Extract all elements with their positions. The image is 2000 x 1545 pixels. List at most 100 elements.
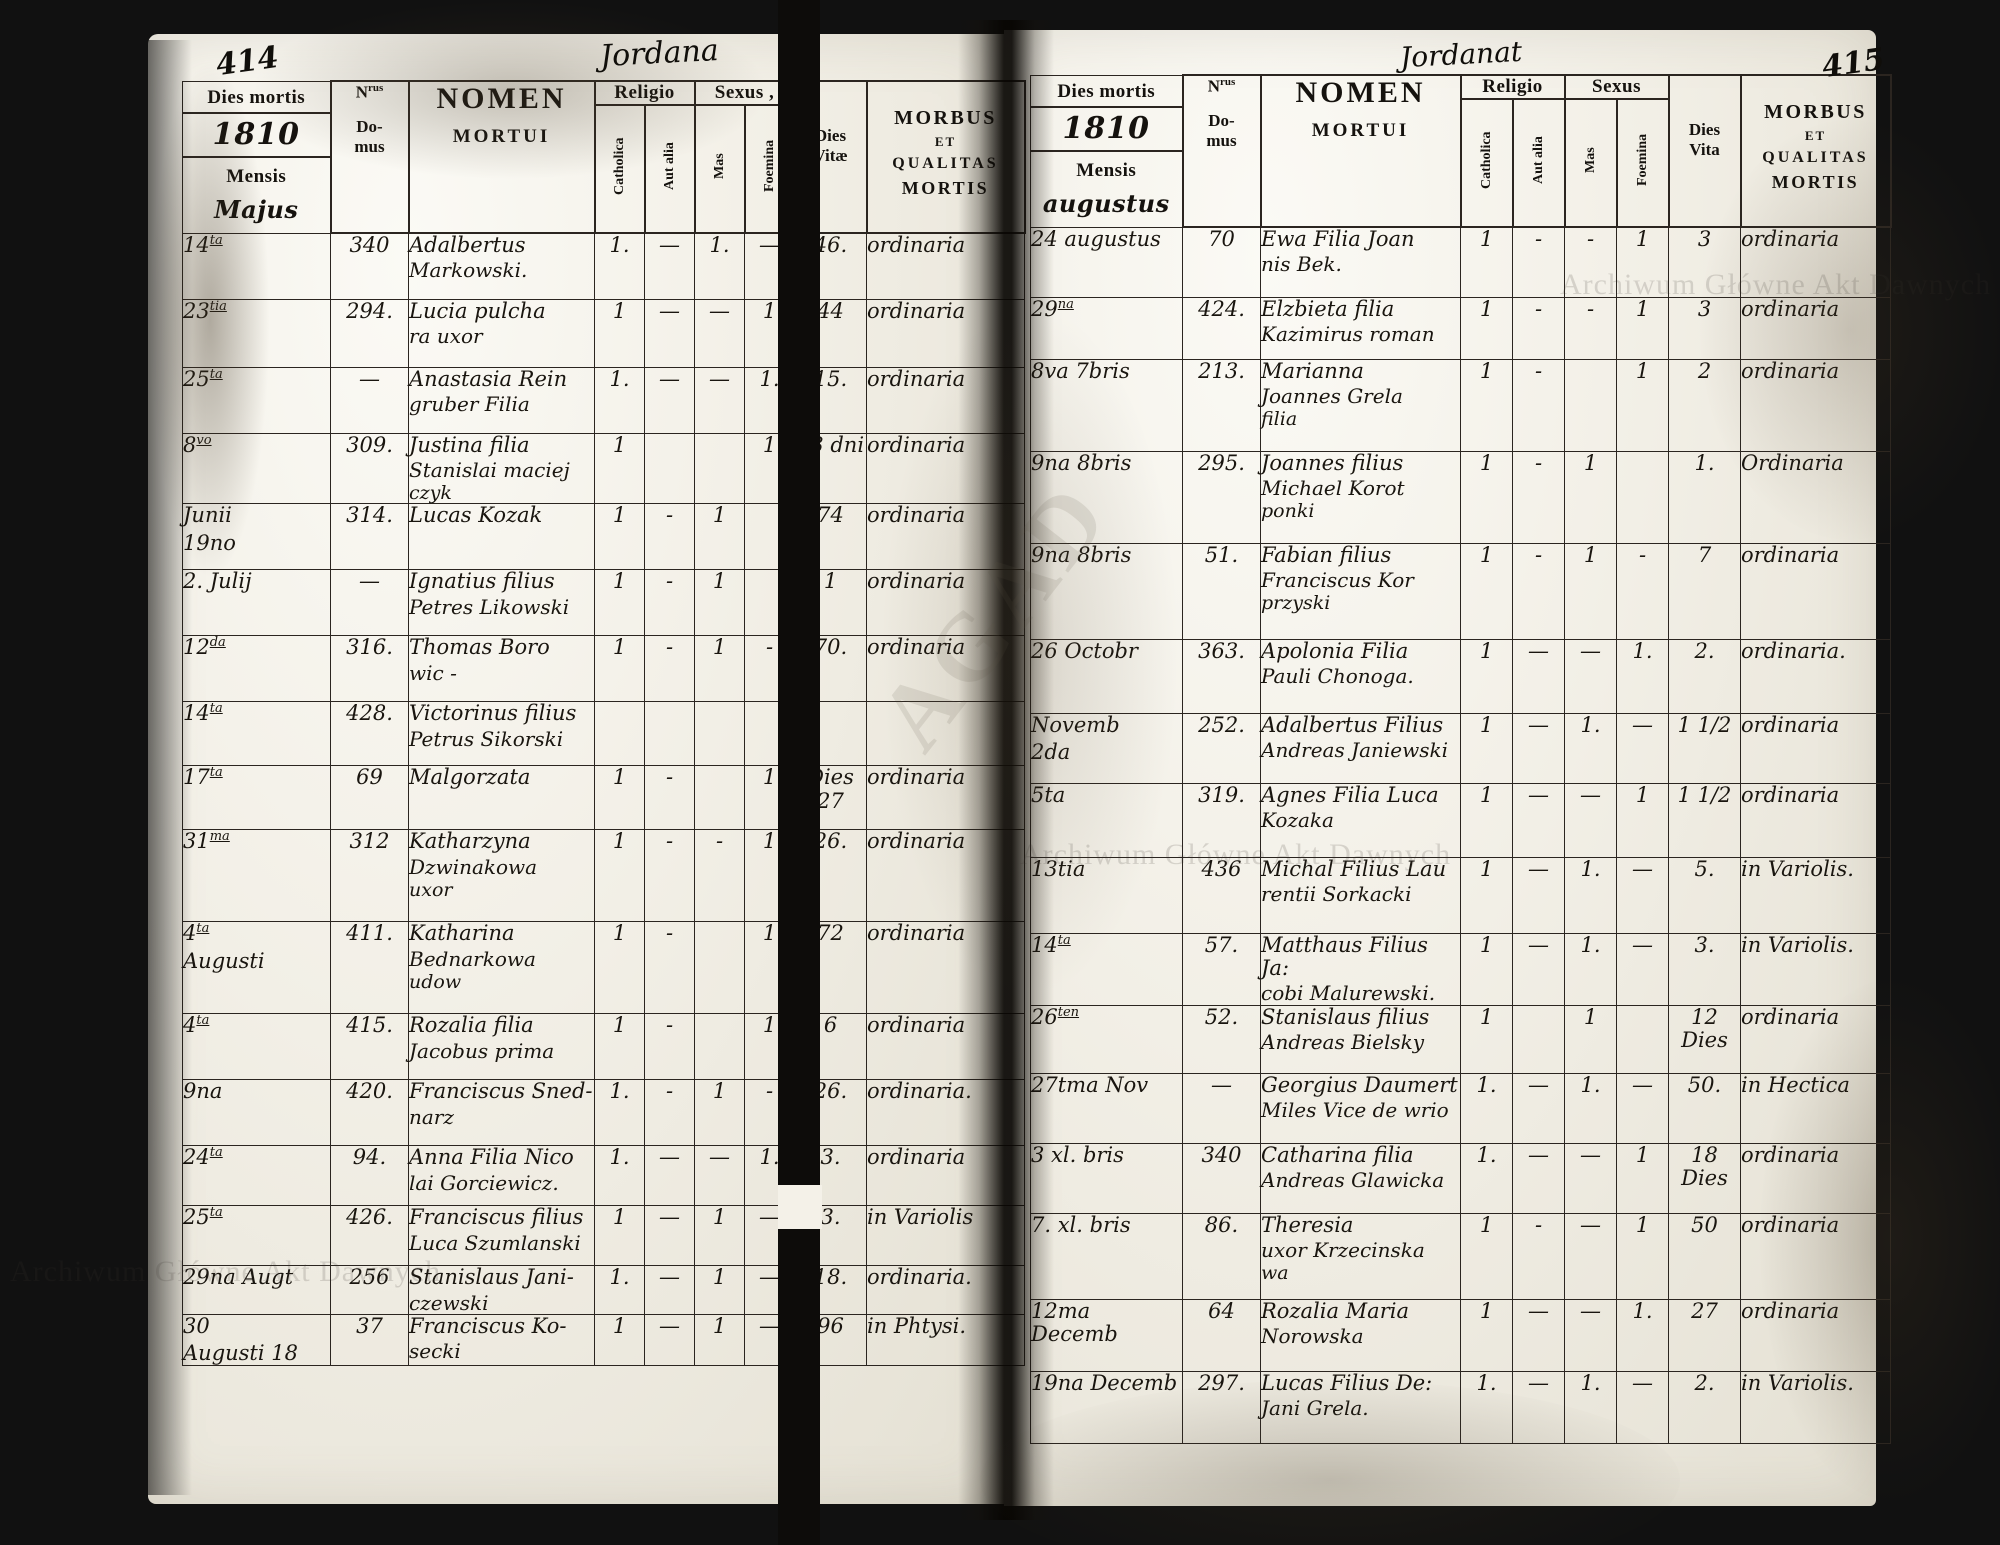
cell-sexus-mas: — <box>1564 1142 1617 1214</box>
cell-numerus-domus: 411. <box>330 921 409 1015</box>
cell-sexus-mas: 1 <box>694 1079 745 1147</box>
table-row: 25ta — Anastasia Rein gruber Filia 1. — —1. 15.… <box>182 366 1025 434</box>
cell-numerus-domus: 94. <box>330 1145 409 1207</box>
date-day: 8va 7bris <box>1031 358 1130 383</box>
cell-nomen-mortui: Georgius Daumert Miles Vice de wrio <box>1260 1072 1461 1144</box>
name-line-2: Michael Korot <box>1261 475 1405 500</box>
cell-dies-vitae: 50. <box>1668 1072 1741 1144</box>
cell-sexus-foemina: 1. <box>1616 638 1669 714</box>
header-catholica: Catholica <box>593 104 646 234</box>
cell-religio-aut-alia: - <box>1512 358 1565 452</box>
name-line-1: Anna Filia Nico <box>409 1145 574 1170</box>
date-ordinal-suffix: ta <box>196 921 210 937</box>
cell-religio-aut-alia: - <box>644 569 695 637</box>
cell-sexus-mas: 1. <box>1564 1072 1617 1144</box>
scanner-spine-bar <box>778 0 820 1545</box>
table-row: 24ta 94. Anna Filia Nico lai Gorciewicz. 1. —… <box>182 1145 1025 1207</box>
cell-dies-mortis: 14ta <box>182 701 331 767</box>
date-ordinal-suffix: ta <box>209 1145 223 1161</box>
table-row: 24 augustus 70 Ewa Filia Joan nis Bek. 1- -1 3… <box>1030 226 1891 298</box>
name-line-3: wa <box>1261 1261 1289 1284</box>
cell-morbus-qualitas: in Variolis. <box>1740 1370 1891 1444</box>
name-line-2: Miles Vice de wrio <box>1261 1097 1449 1122</box>
name-line-1: Stanislaus filius <box>1261 1004 1430 1029</box>
cell-sexus-mas: 1 <box>1564 1004 1617 1074</box>
cell-sexus-foemina: — <box>1616 1370 1669 1444</box>
name-line-2: lai Gorciewicz. <box>409 1170 559 1195</box>
cell-nomen-mortui: Elzbieta filia Kazimirus roman <box>1260 296 1461 360</box>
cell-dies-mortis: 4ta Augusti <box>182 921 331 1015</box>
cell-dies-mortis: 9na 8bris <box>1030 542 1183 640</box>
cell-dies-mortis: Novemb 2da <box>1030 712 1183 784</box>
cell-dies-mortis: 26ten <box>1030 1004 1183 1074</box>
cell-religio-catholica: 1. <box>1460 1142 1513 1214</box>
cell-sexus-foemina: 1 <box>1616 782 1669 858</box>
cell-religio-catholica: 1 <box>594 432 645 505</box>
date-second-line: Augusti <box>183 948 265 973</box>
header-sexus-right: Sexus <box>1563 74 1670 100</box>
cell-morbus-qualitas: in Hectica <box>1740 1072 1891 1144</box>
table-row: Novemb 2da 252. Adalbertus Filius Andreas Ja… <box>1030 712 1891 784</box>
header-vitae: Vitæ <box>813 146 848 166</box>
cell-morbus-qualitas: ordinaria <box>866 1013 1025 1081</box>
cell-numerus-domus: 340 <box>1182 1142 1261 1214</box>
header-morbus-qualitas: QUALITAS <box>892 154 999 172</box>
table-row: 4ta 415. Rozalia filia Jacobus prima 1-1 6 ord… <box>182 1013 1025 1081</box>
cell-morbus-qualitas: ordinaria <box>866 635 1025 703</box>
date-ordinal-suffix: ta <box>209 366 223 382</box>
cell-sexus-mas: 1 <box>694 1265 745 1315</box>
cell-dies-mortis: 5ta <box>1030 782 1183 858</box>
cell-sexus-mas: 1. <box>1564 1370 1617 1444</box>
cell-religio-aut-alia: — <box>1512 932 1565 1006</box>
cell-dies-mortis: 9na 8bris <box>1030 450 1183 544</box>
date-day: 9na 8bris <box>1031 542 1132 567</box>
cell-numerus-domus: 256 <box>330 1265 409 1315</box>
cell-morbus-qualitas: ordinaria <box>1740 358 1891 452</box>
cell-religio-catholica: 1 <box>1460 1298 1513 1372</box>
name-line-1: Victorinus filius <box>409 701 577 726</box>
table-row: 29na 424. Elzbieta filia Kazimirus roman 1- -… <box>1030 296 1891 360</box>
cell-nomen-mortui: Apolonia Filia Pauli Chonoga. <box>1260 638 1461 714</box>
table-row: 30 Augusti 18 37 Franciscus Ko-secki 1—1—96 i… <box>182 1313 1025 1366</box>
header-morbus: MORBUS ET QUALITAS MORTIS <box>865 80 1026 234</box>
date-day: 9na <box>183 1079 223 1104</box>
name-line-2: Franciscus Kor <box>1261 567 1414 592</box>
cell-nomen-mortui: Lucas Kozak <box>408 503 595 571</box>
cell-religio-aut-alia: - <box>644 1079 695 1147</box>
cell-religio-catholica: 1 <box>594 829 645 923</box>
cell-religio-catholica: 1 <box>1460 1004 1513 1074</box>
cell-religio-aut-alia: — <box>1512 638 1565 714</box>
cell-numerus-domus: 309. <box>330 432 409 505</box>
cell-religio-aut-alia: - <box>644 765 695 831</box>
cell-religio-catholica: 1 <box>1460 782 1513 858</box>
date-day: 2. Julij <box>183 569 252 594</box>
cell-morbus-qualitas: ordinaria <box>866 1145 1025 1207</box>
cell-nomen-mortui: Katharzyna Dzwinakowa uxor <box>408 829 595 923</box>
cell-sexus-mas: - <box>1564 226 1617 298</box>
cell-religio-catholica: 1 <box>594 503 645 571</box>
cell-morbus-qualitas: ordinaria <box>866 569 1025 637</box>
cell-morbus-qualitas: ordinaria <box>1740 1004 1891 1074</box>
name-line-2: Jacobus prima <box>409 1038 555 1063</box>
name-line-2: Stanislai maciej <box>409 457 570 482</box>
name-line-2: czewski <box>409 1290 489 1315</box>
cell-dies-mortis: 7. xl. bris <box>1030 1212 1183 1300</box>
cell-dies-mortis: 29na <box>1030 296 1183 360</box>
cell-dies-vitae: 27 <box>1668 1298 1741 1372</box>
date-second-line: Augusti 18 <box>183 1340 298 1365</box>
header-nrus: N <box>355 82 368 102</box>
cell-dies-mortis: 27tma Nov <box>1030 1072 1183 1144</box>
name-line-1: Anastasia Rein <box>409 366 568 391</box>
cell-religio-catholica <box>594 701 645 767</box>
cell-religio-aut-alia: — <box>1512 1072 1565 1144</box>
date-day: 30 <box>183 1313 210 1338</box>
cell-dies-mortis: 14ta <box>182 232 331 300</box>
table-row: 14ta 57. Matthaus Filius Ja: cobi Malurewsk… <box>1030 932 1891 1006</box>
table-row: 12ma Decemb 64 Rozalia Maria Norowska 1— —1. 2… <box>1030 1298 1891 1372</box>
table-row: 26 Octobr 363. Apolonia Filia Pauli Chonoga… <box>1030 638 1891 714</box>
name-line-1: Adalbertus <box>409 233 526 257</box>
cell-religio-aut-alia <box>1512 1004 1565 1074</box>
cell-sexus-foemina: 1 <box>1616 358 1669 452</box>
cell-dies-vitae: 2 <box>1668 358 1741 452</box>
cell-dies-mortis: 8vo <box>182 432 331 505</box>
